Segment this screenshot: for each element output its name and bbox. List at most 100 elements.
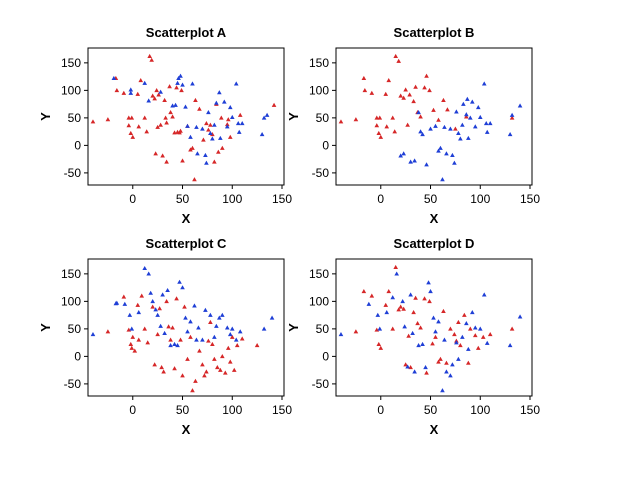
data-point-blue xyxy=(203,307,208,312)
data-point-red xyxy=(204,120,209,126)
data-point-red xyxy=(472,333,478,338)
data-point-blue xyxy=(173,102,178,107)
data-point-blue xyxy=(178,73,183,78)
data-point-blue xyxy=(454,340,459,345)
data-point-red xyxy=(369,293,375,298)
data-point-red xyxy=(383,91,389,96)
data-point-red xyxy=(172,130,177,135)
data-point-blue xyxy=(390,295,396,300)
data-point-red xyxy=(155,331,160,337)
data-point-red xyxy=(152,96,157,101)
data-point-red xyxy=(150,304,155,309)
data-point-blue xyxy=(229,114,235,120)
data-point-blue xyxy=(426,280,431,285)
data-point-blue xyxy=(236,129,242,134)
data-point-blue xyxy=(214,100,219,105)
data-point-blue xyxy=(477,114,483,120)
x-tick-label: 100 xyxy=(222,403,242,417)
data-point-red xyxy=(190,145,195,150)
data-point-red xyxy=(254,342,260,348)
data-point-blue xyxy=(200,337,205,342)
data-point-red xyxy=(411,98,416,104)
data-point-red xyxy=(462,312,467,317)
x-tick-label: 0 xyxy=(129,192,136,206)
data-point-blue xyxy=(162,330,167,335)
data-point-red xyxy=(105,117,111,122)
data-point-red xyxy=(185,356,190,361)
data-point-blue xyxy=(433,123,438,128)
data-point-blue xyxy=(424,162,429,167)
y-tick-label: -50 xyxy=(64,377,82,391)
data-point-red xyxy=(466,360,471,365)
x-tick-label: 100 xyxy=(222,192,242,206)
data-point-blue xyxy=(217,90,222,95)
data-point-red xyxy=(453,126,458,131)
data-point-blue xyxy=(466,346,471,351)
data-point-blue xyxy=(261,115,267,120)
data-point-red xyxy=(422,85,427,90)
data-point-blue xyxy=(483,120,489,126)
data-point-blue xyxy=(442,124,447,129)
data-point-blue xyxy=(142,80,148,85)
data-point-blue xyxy=(444,151,449,156)
data-point-red xyxy=(150,93,155,98)
data-point-red xyxy=(220,353,225,359)
data-point-red xyxy=(444,360,449,365)
plot-frame xyxy=(87,47,285,186)
data-point-blue xyxy=(185,123,190,128)
chart-title: Scatterplot A xyxy=(146,25,227,40)
data-point-red xyxy=(190,388,195,393)
data-point-red xyxy=(378,345,384,350)
data-point-blue xyxy=(239,120,245,126)
data-point-red xyxy=(149,57,154,62)
y-tick-label: -50 xyxy=(64,166,82,180)
chart-panel: Scatterplot D 0 50 100 150 -50 0 50 100 150 X Y xyxy=(286,236,540,437)
y-axis-label: Y xyxy=(286,112,301,121)
data-point-red xyxy=(192,177,197,182)
data-point-red xyxy=(452,331,457,337)
data-point-red xyxy=(398,304,403,309)
data-point-blue xyxy=(194,337,199,342)
data-point-red xyxy=(157,306,162,311)
data-point-red xyxy=(142,115,148,120)
data-point-red xyxy=(126,123,132,128)
data-point-red xyxy=(369,90,375,95)
data-point-red xyxy=(170,325,175,330)
x-tick-label: 150 xyxy=(520,403,540,417)
data-point-red xyxy=(433,334,438,339)
data-point-blue xyxy=(183,104,188,109)
data-point-blue xyxy=(481,81,487,86)
data-point-blue xyxy=(160,292,165,297)
data-point-blue xyxy=(401,151,406,156)
data-point-blue xyxy=(428,126,433,131)
data-point-blue xyxy=(128,90,134,95)
data-point-blue xyxy=(507,342,513,348)
data-point-blue xyxy=(412,158,417,163)
data-point-red xyxy=(445,107,450,112)
data-point-red xyxy=(129,345,135,350)
data-point-red xyxy=(456,319,461,324)
x-axis-label: X xyxy=(430,422,439,437)
x-tick-label: 0 xyxy=(129,403,136,417)
y-tick-label: 50 xyxy=(316,322,330,336)
data-point-red xyxy=(155,124,160,129)
data-point-blue xyxy=(176,75,181,80)
x-tick-label: 100 xyxy=(470,192,490,206)
data-point-red xyxy=(114,87,120,93)
data-point-red xyxy=(121,294,127,299)
data-point-blue xyxy=(398,153,403,158)
data-point-blue xyxy=(468,115,473,120)
data-point-red xyxy=(168,109,173,115)
y-tick-label: 100 xyxy=(309,294,329,308)
data-point-blue xyxy=(384,309,390,315)
data-point-red xyxy=(353,117,359,122)
data-point-blue xyxy=(440,388,445,393)
data-point-blue xyxy=(188,134,193,139)
data-point-red xyxy=(393,53,399,58)
data-point-red xyxy=(487,331,493,337)
data-point-red xyxy=(418,325,423,330)
data-point-red xyxy=(377,115,383,120)
data-point-red xyxy=(424,370,429,375)
data-point-red xyxy=(164,159,169,164)
data-point-red xyxy=(396,307,401,312)
